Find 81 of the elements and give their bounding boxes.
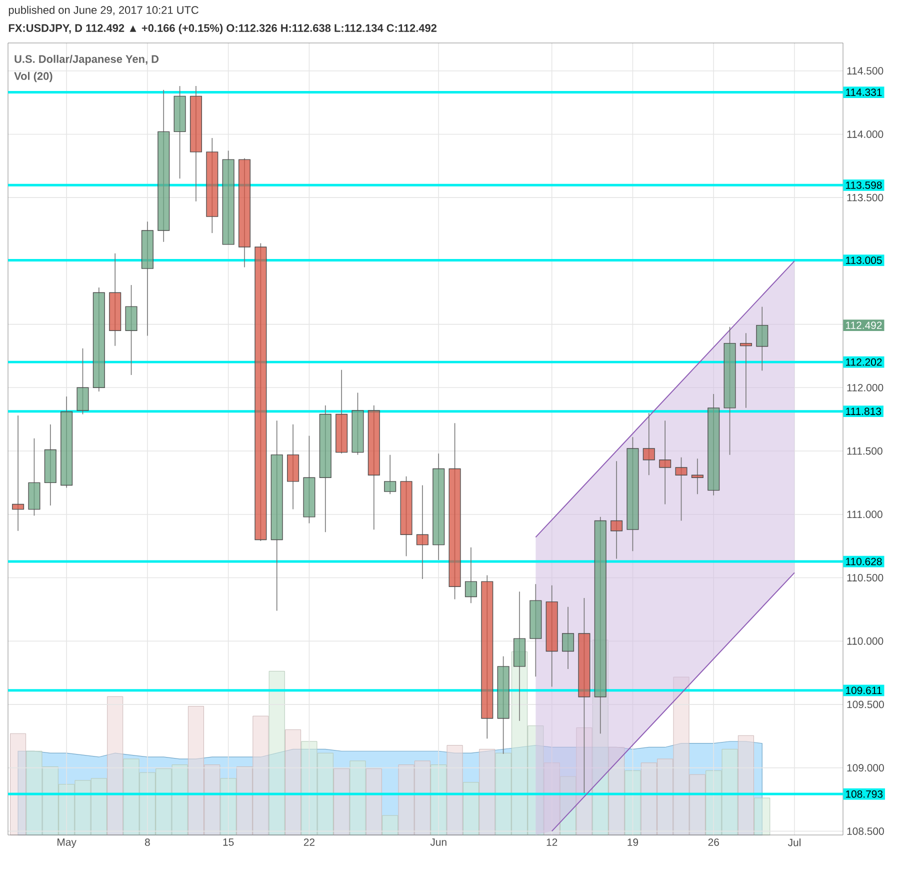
ref-line-label: 110.628 <box>846 558 882 566</box>
bar <box>366 768 382 836</box>
chart-title: Vol (20) <box>14 72 52 82</box>
bar <box>268 670 285 836</box>
bar <box>107 696 124 836</box>
candlestick <box>740 332 752 408</box>
y-tick-label: 111.000 <box>847 510 882 518</box>
bar <box>722 748 738 836</box>
bar <box>123 758 140 836</box>
bar <box>317 752 334 836</box>
bar <box>657 758 674 836</box>
candlestick <box>464 546 477 604</box>
bar <box>738 735 754 836</box>
y-tick-label: 111.500 <box>847 447 882 455</box>
x-tick-label: 19 <box>628 838 638 846</box>
text: published on June 29, 2017 10:21 UTC <box>8 6 198 16</box>
bar <box>285 729 302 836</box>
ref-line-label: 109.611 <box>846 686 882 694</box>
x-tick-label: 22 <box>304 838 314 846</box>
bar <box>188 706 204 836</box>
candlestick <box>756 306 768 372</box>
bar <box>236 766 253 836</box>
bar <box>10 733 26 836</box>
x-tick-label: 12 <box>546 838 558 846</box>
y-tick-label: 110.000 <box>847 637 884 645</box>
ref-line-label: 113.598 <box>846 181 882 189</box>
y-tick-label: 109.500 <box>847 700 884 708</box>
ref-line-label: 108.793 <box>846 790 883 798</box>
bar <box>301 741 318 836</box>
candlestick <box>416 484 428 580</box>
candlestick <box>562 606 574 670</box>
bar <box>204 764 220 836</box>
y-tick-label: 114.000 <box>847 130 884 138</box>
bar <box>90 778 107 836</box>
candlestick <box>691 458 704 494</box>
y-tick-label: 112.000 <box>847 384 884 392</box>
bar <box>220 778 236 836</box>
bar <box>252 716 269 836</box>
y-tick-label: 110.500 <box>847 574 884 582</box>
bar <box>398 764 414 836</box>
text: U.S. Dollar/Japanese Yen, D <box>14 54 159 66</box>
bar <box>350 760 366 836</box>
candlestick <box>659 420 672 505</box>
bar <box>382 815 398 836</box>
ref-line-label: 112.202 <box>846 358 882 366</box>
bar <box>640 762 657 836</box>
bar <box>495 752 512 836</box>
bar <box>334 768 350 836</box>
y-tick-label: 109.000 <box>847 764 884 772</box>
candlestick <box>384 454 396 494</box>
x-tick-label: Jun <box>430 838 446 846</box>
x-tick-label: 8 <box>144 838 150 846</box>
y-tick-label: 114.500 <box>847 67 884 75</box>
bar <box>414 760 430 836</box>
bar <box>156 768 172 836</box>
bar <box>26 750 42 836</box>
candlestick <box>642 412 655 476</box>
x-tick-label: 15 <box>223 838 234 846</box>
ref-line-label: 111.813 <box>846 408 882 416</box>
candlestick <box>12 415 24 532</box>
bar <box>446 745 463 836</box>
bar <box>479 748 496 836</box>
y-tick-label: 113.500 <box>847 194 884 202</box>
x-tick-label: May <box>58 838 76 848</box>
x-tick-label: Jul <box>788 838 800 846</box>
text: FX:USDJPY, D 112.492 ▲ +0.166 (+0.15%) O:112.326 H:112.638 L:112.134 C:112.492 <box>8 24 436 34</box>
bar <box>689 774 706 836</box>
bar <box>42 766 58 836</box>
candlestick <box>675 456 688 522</box>
bar <box>754 798 770 836</box>
y-tick-label: 108.500 <box>847 827 884 835</box>
ref-line-label: 113.005 <box>846 256 882 264</box>
text: 112.492 <box>846 322 882 330</box>
bar <box>74 780 91 836</box>
bar <box>172 764 188 836</box>
ref-line-label: 114.331 <box>846 88 882 96</box>
bar <box>624 770 641 836</box>
candlestick <box>76 348 89 415</box>
bar <box>462 782 479 836</box>
candlestick <box>610 460 623 560</box>
x-tick-label: 26 <box>708 838 719 846</box>
